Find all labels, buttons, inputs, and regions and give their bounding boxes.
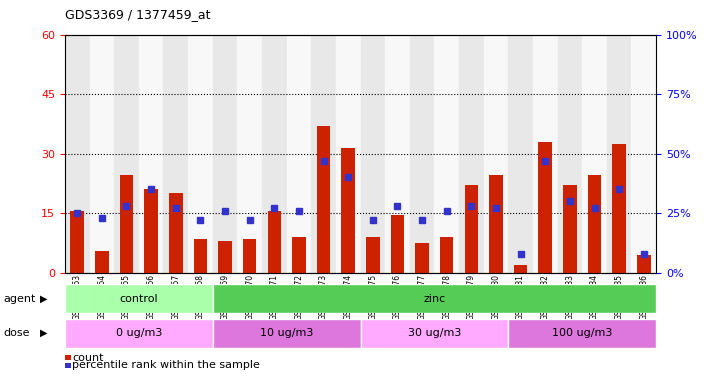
Text: GDS3369 / 1377459_at: GDS3369 / 1377459_at xyxy=(65,8,211,21)
Bar xyxy=(508,319,656,348)
Bar xyxy=(65,284,213,313)
Text: 100 ug/m3: 100 ug/m3 xyxy=(552,328,612,338)
Bar xyxy=(138,35,164,273)
Text: 0 ug/m3: 0 ug/m3 xyxy=(115,328,162,338)
Bar xyxy=(71,211,84,273)
Bar xyxy=(360,35,385,273)
Bar xyxy=(490,175,503,273)
Text: 10 ug/m3: 10 ug/m3 xyxy=(260,328,314,338)
Bar xyxy=(164,35,188,273)
Bar xyxy=(65,319,213,348)
Bar xyxy=(169,193,182,273)
Bar xyxy=(243,239,257,273)
Bar xyxy=(360,319,508,348)
Bar xyxy=(464,185,478,273)
Bar xyxy=(213,319,360,348)
Text: 30 ug/m3: 30 ug/m3 xyxy=(407,328,461,338)
Bar xyxy=(286,35,311,273)
Bar xyxy=(385,35,410,273)
Bar xyxy=(440,237,454,273)
Bar xyxy=(508,35,533,273)
Bar xyxy=(336,35,360,273)
Text: zinc: zinc xyxy=(423,293,446,304)
Bar xyxy=(194,239,207,273)
Text: percentile rank within the sample: percentile rank within the sample xyxy=(72,360,260,370)
Bar xyxy=(434,35,459,273)
Text: dose: dose xyxy=(4,328,30,338)
Text: ▶: ▶ xyxy=(40,328,47,338)
Bar xyxy=(267,211,281,273)
Bar xyxy=(120,175,133,273)
Bar xyxy=(188,35,213,273)
Bar xyxy=(563,185,577,273)
Bar xyxy=(114,35,138,273)
Bar xyxy=(484,35,508,273)
Bar xyxy=(588,175,601,273)
Bar xyxy=(237,35,262,273)
Bar xyxy=(218,241,231,273)
Bar xyxy=(366,237,379,273)
Bar xyxy=(632,35,656,273)
Bar xyxy=(583,35,607,273)
Bar xyxy=(539,142,552,273)
Bar xyxy=(311,35,336,273)
Bar xyxy=(95,251,109,273)
Bar xyxy=(213,284,656,313)
Bar xyxy=(557,35,583,273)
Bar xyxy=(514,265,527,273)
Bar xyxy=(213,35,237,273)
Bar xyxy=(342,148,355,273)
Text: count: count xyxy=(72,353,104,363)
Bar xyxy=(410,35,434,273)
Text: agent: agent xyxy=(4,293,36,304)
Bar xyxy=(459,35,484,273)
Bar xyxy=(612,144,626,273)
Text: control: control xyxy=(120,293,158,304)
Bar xyxy=(292,237,306,273)
Bar xyxy=(65,35,89,273)
Bar xyxy=(391,215,404,273)
Bar xyxy=(144,189,158,273)
Bar xyxy=(533,35,557,273)
Bar xyxy=(415,243,429,273)
Text: ▶: ▶ xyxy=(40,293,47,304)
Bar xyxy=(607,35,632,273)
Bar xyxy=(262,35,286,273)
Bar xyxy=(89,35,114,273)
Bar xyxy=(637,255,650,273)
Bar xyxy=(317,126,330,273)
